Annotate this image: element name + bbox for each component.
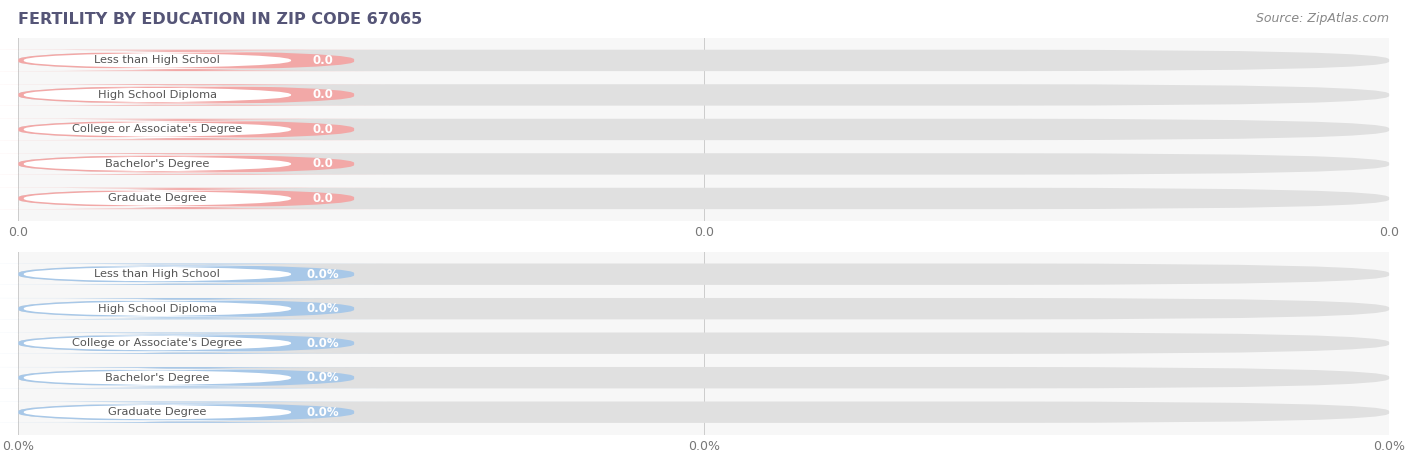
Text: High School Diploma: High School Diploma [98, 90, 217, 100]
FancyBboxPatch shape [0, 188, 401, 209]
FancyBboxPatch shape [18, 119, 1389, 140]
Text: Graduate Degree: Graduate Degree [108, 193, 207, 203]
FancyBboxPatch shape [0, 52, 350, 69]
FancyBboxPatch shape [18, 84, 1389, 105]
Text: College or Associate's Degree: College or Associate's Degree [72, 338, 243, 348]
Text: Bachelor's Degree: Bachelor's Degree [105, 159, 209, 169]
Text: Less than High School: Less than High School [94, 269, 221, 279]
Text: Less than High School: Less than High School [94, 56, 221, 66]
FancyBboxPatch shape [0, 401, 401, 423]
FancyBboxPatch shape [18, 401, 1389, 423]
Text: 0.0%: 0.0% [307, 406, 339, 418]
Text: 0.0: 0.0 [312, 192, 333, 205]
FancyBboxPatch shape [0, 404, 350, 421]
FancyBboxPatch shape [0, 332, 401, 354]
FancyBboxPatch shape [0, 86, 350, 104]
FancyBboxPatch shape [0, 155, 350, 172]
FancyBboxPatch shape [0, 367, 401, 389]
FancyBboxPatch shape [0, 190, 350, 207]
FancyBboxPatch shape [18, 332, 1389, 354]
Text: Bachelor's Degree: Bachelor's Degree [105, 373, 209, 383]
Text: 0.0%: 0.0% [307, 268, 339, 281]
FancyBboxPatch shape [0, 266, 350, 283]
FancyBboxPatch shape [0, 298, 401, 319]
FancyBboxPatch shape [0, 300, 350, 317]
Text: College or Associate's Degree: College or Associate's Degree [72, 124, 243, 134]
Text: 0.0%: 0.0% [307, 337, 339, 350]
FancyBboxPatch shape [0, 119, 401, 140]
Text: High School Diploma: High School Diploma [98, 304, 217, 314]
FancyBboxPatch shape [18, 153, 1389, 175]
FancyBboxPatch shape [0, 153, 401, 175]
Text: 0.0: 0.0 [312, 54, 333, 67]
Text: FERTILITY BY EDUCATION IN ZIP CODE 67065: FERTILITY BY EDUCATION IN ZIP CODE 67065 [18, 12, 423, 27]
FancyBboxPatch shape [0, 264, 401, 285]
FancyBboxPatch shape [0, 121, 350, 138]
Text: 0.0: 0.0 [312, 88, 333, 102]
FancyBboxPatch shape [18, 264, 1389, 285]
Text: 0.0: 0.0 [312, 157, 333, 171]
Text: Graduate Degree: Graduate Degree [108, 407, 207, 417]
Text: 0.0%: 0.0% [307, 371, 339, 384]
Text: 0.0%: 0.0% [307, 302, 339, 315]
FancyBboxPatch shape [0, 84, 401, 105]
FancyBboxPatch shape [18, 50, 1389, 71]
FancyBboxPatch shape [18, 298, 1389, 319]
Text: Source: ZipAtlas.com: Source: ZipAtlas.com [1256, 12, 1389, 25]
FancyBboxPatch shape [18, 188, 1389, 209]
FancyBboxPatch shape [0, 369, 350, 386]
FancyBboxPatch shape [0, 50, 401, 71]
Text: 0.0: 0.0 [312, 123, 333, 136]
FancyBboxPatch shape [0, 334, 350, 352]
FancyBboxPatch shape [18, 367, 1389, 389]
